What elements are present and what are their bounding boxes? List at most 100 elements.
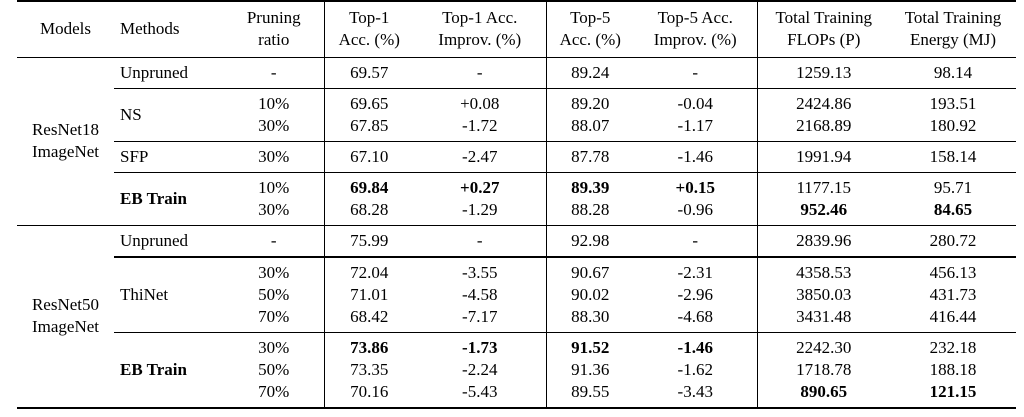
header-line: FLOPs (P) — [787, 30, 861, 50]
cell-top1: 67.10 — [323, 141, 414, 172]
value-energy: 98.14 — [933, 62, 973, 82]
cell-flops: 1259.13 — [756, 57, 890, 88]
header-line: Pruning — [246, 8, 301, 28]
method-name: EB Train — [120, 188, 187, 208]
value-top1imp: -5.43 — [462, 381, 498, 401]
value-flops: 1718.78 — [796, 359, 852, 379]
value-top5imp: -1.46 — [677, 337, 713, 357]
method-name: EB Train — [120, 359, 187, 379]
cell-energy: 98.14 — [890, 57, 1016, 88]
cell-flops: 2242.30 1718.78 890.65 — [756, 332, 890, 408]
value-energy: 188.18 — [929, 359, 977, 379]
value-top1imp: -1.72 — [462, 115, 498, 135]
header-line: ratio — [258, 30, 290, 50]
cell-top1: 69.84 68.28 — [323, 172, 414, 225]
value-energy: 95.71 — [933, 177, 973, 197]
value-energy: 193.51 — [929, 93, 977, 113]
value-top1imp: -2.47 — [462, 146, 498, 166]
header-line: Improv. (%) — [653, 30, 737, 50]
results-table-container: Models Methods Pruning ratio Top-1 Acc. … — [17, 0, 1016, 417]
cell-top5: 89.24 — [545, 57, 634, 88]
pruning-ratio: 70% — [258, 306, 290, 326]
value-top1imp: +0.27 — [460, 177, 500, 197]
pruning-ratio: 30% — [258, 199, 290, 219]
cell-top5imp: -1.46 -1.62 -3.43 — [634, 332, 757, 408]
value-energy: 431.73 — [929, 284, 977, 304]
model-name-line: ImageNet — [31, 142, 100, 161]
pruning-ratio: - — [270, 62, 277, 82]
pruning-ratio: 30% — [258, 262, 290, 282]
value-energy: 232.18 — [929, 337, 977, 357]
value-top1: 70.16 — [350, 381, 389, 401]
value-top5imp: -2.31 — [677, 262, 713, 282]
header-line: Top-1 — [349, 8, 390, 28]
value-flops: 3850.03 — [796, 284, 852, 304]
value-top5imp: -1.46 — [677, 146, 713, 166]
value-top1imp: +0.08 — [460, 93, 500, 113]
cell-top5imp: +0.15 -0.96 — [634, 172, 757, 225]
pruning-ratio-cell: - — [224, 57, 324, 88]
value-top5: 88.07 — [571, 115, 610, 135]
cell-top5imp: -2.31 -2.96 -4.68 — [634, 257, 757, 333]
value-flops: 1177.15 — [796, 177, 852, 197]
value-top5imp: - — [692, 62, 699, 82]
value-flops: 1991.94 — [796, 146, 852, 166]
model-name: ResNet50 ImageNet — [17, 225, 114, 408]
value-flops: 4358.53 — [796, 262, 852, 282]
header-line: Acc. (%) — [559, 30, 621, 50]
cell-flops: 2424.86 2168.89 — [756, 88, 890, 141]
cell-top1imp: - — [414, 225, 546, 257]
cell-top1imp: +0.08 -1.72 — [414, 88, 546, 141]
header-training-flops: Total Training FLOPs (P) — [756, 1, 890, 57]
value-energy: 416.44 — [929, 306, 977, 326]
value-top5imp: -0.96 — [677, 199, 713, 219]
cell-top5: 89.39 88.28 — [545, 172, 634, 225]
value-top1imp: -4.58 — [462, 284, 498, 304]
pruning-ratio: 30% — [258, 337, 290, 357]
pruning-ratio: 30% — [258, 146, 290, 166]
value-top5: 91.36 — [571, 359, 610, 379]
cell-flops: 4358.53 3850.03 3431.48 — [756, 256, 890, 332]
cell-energy: 280.72 — [890, 225, 1016, 257]
value-flops: 2839.96 — [796, 230, 852, 250]
value-top1: 72.04 — [350, 262, 389, 282]
value-top1imp: -7.17 — [462, 306, 498, 326]
results-table: Models Methods Pruning ratio Top-1 Acc. … — [17, 0, 1016, 409]
cell-energy: 158.14 — [890, 141, 1016, 172]
value-energy: 84.65 — [933, 199, 973, 219]
cell-top1imp: -3.55 -4.58 -7.17 — [414, 257, 546, 333]
value-top1: 69.84 — [350, 177, 389, 197]
cell-top5: 92.98 — [545, 225, 634, 257]
value-energy: 121.15 — [929, 381, 977, 401]
cell-top5imp: - — [634, 57, 757, 88]
method-name: ThiNet — [120, 284, 169, 304]
header-models: Models — [40, 19, 91, 39]
value-energy: 280.72 — [929, 230, 977, 250]
value-top1: 67.10 — [350, 146, 389, 166]
value-top5: 90.02 — [571, 284, 610, 304]
cell-top5imp: -0.04 -1.17 — [634, 88, 757, 141]
cell-top1imp: - — [414, 57, 546, 88]
model-name-line: ResNet18 — [31, 120, 100, 139]
value-top5imp: -1.17 — [677, 115, 713, 135]
pruning-ratio-cell: 30% 50% 70% — [224, 257, 324, 333]
cell-top1: 72.04 71.01 68.42 — [323, 256, 414, 332]
value-flops: 952.46 — [800, 199, 848, 219]
cell-top1: 73.86 73.35 70.16 — [323, 332, 414, 408]
value-top1: 68.42 — [350, 306, 389, 326]
cell-top5: 87.78 — [545, 141, 634, 172]
value-top5: 88.30 — [571, 306, 610, 326]
value-flops: 890.65 — [800, 381, 848, 401]
cell-flops: 1177.15 952.46 — [756, 172, 890, 225]
value-flops: 2168.89 — [796, 115, 852, 135]
header-line: Top-1 Acc. — [442, 8, 518, 28]
header-line: Total Training — [775, 8, 873, 28]
value-top5imp: -3.43 — [677, 381, 713, 401]
value-top1: 68.28 — [350, 199, 389, 219]
header-line: Improv. (%) — [438, 30, 522, 50]
model-name: ResNet18 ImageNet — [17, 57, 114, 225]
cell-energy: 95.71 84.65 — [890, 172, 1016, 225]
pruning-ratio-cell: - — [224, 225, 324, 257]
results-body: ResNet18 ImageNet Unpruned - 69.57 - 89.24 - 125… — [17, 57, 1016, 408]
cell-top5: 91.52 91.36 89.55 — [545, 332, 634, 408]
